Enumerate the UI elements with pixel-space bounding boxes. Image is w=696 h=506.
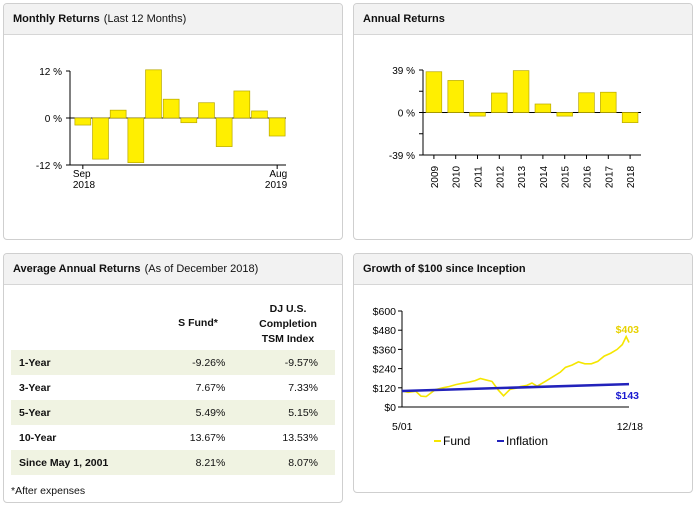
table-row: 5-Year 5.49% 5.15% (11, 400, 335, 425)
bar (425, 71, 443, 113)
x-tick-label: 2011 (474, 166, 485, 188)
column-header-s-fund: S Fund* (178, 317, 218, 329)
s-fund-value: 5.49% (144, 400, 232, 425)
monthly-returns-title: Monthly Returns (13, 13, 100, 25)
average-returns-title: Average Annual Returns (13, 263, 141, 275)
bar (198, 102, 215, 119)
y-tick-label: $120 (373, 383, 397, 395)
x-tick-label: 12/18 (617, 421, 643, 433)
average-returns-table: 1-Year -9.26% -9.57% 3-Year 7.67% 7.33% 5-Year… (11, 350, 335, 475)
bar (127, 117, 145, 164)
row-label: 10-Year (19, 431, 57, 444)
row-label: 1-Year (11, 350, 145, 375)
bar (233, 90, 251, 119)
annual-returns-header: Annual Returns (354, 4, 692, 35)
bar (180, 117, 198, 124)
growth-panel: Growth of $100 since Inception $600 $480 $… (353, 253, 693, 493)
y-tick-label: 12 % (39, 67, 62, 78)
x-tick-label: 2012 (495, 165, 506, 188)
x-tick-label: 2015 (561, 165, 572, 188)
y-tick-label: 39 % (392, 66, 415, 77)
monthly-returns-header: Monthly Returns (Last 12 Months) (4, 4, 342, 35)
row-label: 5-Year (11, 400, 145, 425)
x-tick-label: 2014 (539, 165, 550, 188)
bar (92, 117, 109, 160)
bar (251, 110, 268, 119)
x-tick-label: Aug (269, 169, 287, 180)
dj-index-value: 7.33% (288, 381, 318, 394)
annual-returns-title: Annual Returns (363, 13, 445, 25)
bar (621, 112, 639, 123)
x-tick-label: 2010 (452, 165, 463, 188)
fund-end-label: $403 (616, 324, 640, 336)
y-tick-label: $480 (373, 325, 397, 337)
bar (145, 69, 162, 119)
annual-returns-panel: Annual Returns 39 % 0 % -39 % 2009 2010 2011 2… (353, 3, 693, 240)
table-row: 1-Year -9.26% -9.57% (11, 350, 335, 375)
bar (534, 103, 552, 113)
row-label: Since May 1, 2001 (11, 450, 145, 475)
bar (512, 70, 530, 113)
s-fund-value: -9.26% (144, 350, 232, 375)
table-row: Since May 1, 2001 8.21% 8.07% (11, 450, 335, 475)
table-row: 10-Year 13.67% 13.53% (11, 425, 335, 450)
footnote: *After expenses (11, 485, 86, 497)
growth-title: Growth of $100 since Inception (363, 263, 526, 275)
dj-index-value: 5.15% (231, 400, 335, 425)
y-tick-label: $0 (384, 402, 396, 414)
column-header-dj-index: DJ U.S. Completion TSM Index (259, 303, 317, 345)
bar (491, 92, 508, 113)
y-tick-label: $360 (373, 344, 397, 356)
table-row: 3-Year 7.67% 7.33% (11, 375, 335, 400)
s-fund-value: 8.21% (144, 450, 232, 475)
inflation-line (401, 382, 630, 393)
inflation-end-label: $143 (616, 390, 640, 402)
s-fund-value: 7.67% (195, 381, 226, 394)
bar (162, 98, 180, 119)
x-tick-label: 2018 (626, 165, 637, 188)
bar (74, 117, 92, 126)
bar (600, 91, 617, 113)
x-tick-label: 2013 (517, 165, 528, 188)
average-returns-header: Average Annual Returns (As of December 2… (4, 254, 342, 285)
y-tick-label: $240 (373, 364, 397, 376)
x-tick-label: 2019 (265, 180, 288, 191)
fund-legend-label: Fund (443, 434, 470, 448)
row-label: 3-Year (19, 381, 51, 394)
y-tick-label: -39 % (389, 151, 415, 162)
growth-chart: $600 $480 $360 $240 $120 $0 5/01 12/18 $403 $143 F… (373, 306, 644, 448)
x-tick-label: 2017 (604, 165, 615, 188)
bar (447, 80, 464, 113)
annual-returns-chart: 39 % 0 % -39 % 2009 2010 2011 2012 2013 2014 2015… (389, 66, 641, 188)
bar (469, 112, 486, 117)
growth-header: Growth of $100 since Inception (354, 254, 692, 285)
inflation-legend-label: Inflation (506, 434, 548, 448)
monthly-returns-subtitle: (Last 12 Months) (103, 13, 187, 25)
bar (578, 92, 595, 113)
y-tick-label: 0 % (398, 109, 415, 120)
dj-index-value: 8.07% (231, 450, 335, 475)
x-tick-label: 5/01 (392, 421, 413, 433)
bar (109, 109, 127, 119)
bar (215, 117, 233, 147)
x-tick-label: 2016 (583, 165, 594, 188)
y-tick-label: 0 % (45, 114, 62, 125)
x-tick-label: Sep (73, 169, 91, 180)
dj-index-value: -9.57% (231, 350, 335, 375)
average-returns-subtitle: (As of December 2018) (144, 263, 259, 275)
monthly-returns-panel: Monthly Returns (Last 12 Months) 12 % 0 %… (3, 3, 343, 240)
s-fund-value: 13.67% (189, 431, 226, 444)
bar (556, 112, 573, 117)
x-tick-label: 2018 (73, 180, 96, 191)
y-tick-label: $600 (373, 306, 397, 318)
bar (268, 117, 286, 137)
x-tick-label: 2009 (430, 165, 441, 188)
y-tick-label: -12 % (36, 161, 62, 172)
dj-index-value: 13.53% (282, 431, 318, 444)
